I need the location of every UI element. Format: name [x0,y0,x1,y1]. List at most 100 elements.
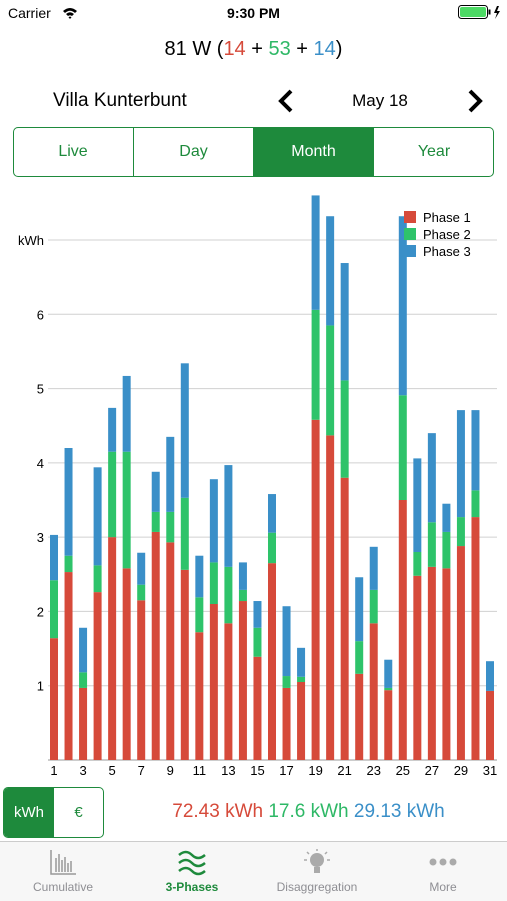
bar-segment [369,623,378,760]
bar-segment [456,546,465,760]
bar-segment [398,395,407,500]
bar-segment [413,552,422,576]
bar-segment [297,682,306,760]
total-phase3: 29.13 kWh [353,801,445,822]
y-tick-label: kWh [18,233,44,248]
bar-segment [297,676,306,682]
bar-segment [238,562,247,590]
unit-euro[interactable]: € [74,804,83,821]
x-tick-label: 17 [279,763,293,778]
bar-segment [456,517,465,547]
bar-segment [311,195,320,310]
bar-segment [224,623,233,760]
bar-segment [369,589,378,624]
power-summary: 81 W (14 + 53 + 14) [0,38,507,61]
tab-icon [178,850,206,876]
segment-year[interactable]: Year [417,143,451,160]
legend-swatch [404,211,416,223]
bar-segment [413,458,422,552]
bar-segment [195,555,204,598]
plus: + [245,38,269,60]
bar-segment [180,569,189,760]
x-tick-label: 9 [167,763,174,778]
bar-segment [79,627,88,673]
tab-cumulative[interactable]: Cumulative [0,842,126,900]
tab-disaggregation[interactable]: Disaggregation [254,842,380,900]
bar-segment [209,604,218,760]
bar-segment [209,479,218,563]
bar-segment [253,601,262,628]
bar-segment [486,690,494,760]
bar-segment [151,531,160,760]
tab-more[interactable]: More [380,842,506,900]
phase2-power: 53 [268,38,291,60]
bar-segment [384,687,393,691]
tab-icon [50,850,76,875]
bar-segment [238,589,247,602]
bar-segment [384,659,393,688]
bar-segment [79,687,88,760]
x-tick-label: 31 [483,763,497,778]
tab-icon [304,849,330,873]
bar-segment [311,419,320,760]
bar-segment [93,565,102,593]
tab-bar [0,841,507,901]
x-tick-label: 29 [454,763,468,778]
y-tick-label: 6 [37,307,44,322]
x-tick-label: 21 [337,763,351,778]
bar-segment [93,592,102,760]
tab-icon [429,858,457,866]
carrier: Carrier [8,5,51,21]
next-arrow[interactable] [465,89,485,113]
battery-icon [458,5,500,19]
legend-label: Phase 3 [423,244,471,259]
bar-segment [50,534,58,581]
bar-segment [93,467,102,566]
bar-segment [108,537,117,760]
bar-segment [369,546,378,590]
total-phase1: 72.43 kWh [172,801,264,822]
paren: ) [335,38,343,60]
legend-label: Phase 1 [423,210,471,225]
legend-swatch [404,245,416,257]
bar-segment [268,563,276,760]
bar-segment [64,448,73,556]
bar-segment [151,471,160,512]
unit-kwh[interactable]: kWh [4,788,54,837]
y-tick-label: 4 [37,456,44,471]
bar-segment [224,465,233,567]
x-tick-label: 23 [366,763,380,778]
prev-arrow[interactable] [276,89,296,113]
bar-segment [340,477,349,760]
bar-segment [340,380,349,478]
period: May 18 [352,91,408,110]
bar-segment [355,577,364,642]
bar-segment [427,433,436,523]
tab-3-phases[interactable]: 3-Phases [129,842,255,900]
segment-day[interactable]: Day [133,127,253,177]
bar-segment [398,216,407,396]
bar-segment [195,632,204,760]
bar-segment [151,511,160,532]
bar-segment [166,511,175,543]
bar-segment [122,375,131,452]
bar-segment [137,600,146,760]
bar-segment [108,407,117,452]
x-tick-label: 15 [250,763,264,778]
unit-toggle: kWh € [3,787,104,838]
bar-segment [471,410,480,491]
bar-segment [137,584,146,601]
tab-label: Disaggregation [276,880,358,894]
bar-segment [311,309,320,420]
bar-segment [195,597,204,633]
bar-segment [471,490,480,518]
bar-segment [268,494,276,533]
segment-month[interactable]: Month [253,127,374,177]
wifi-icon [63,8,77,19]
location-name: Villa Kunterbunt [53,90,187,111]
bar-segment [253,656,262,760]
bar-segment [427,522,436,567]
segment-live[interactable]: Live [58,143,88,160]
bar-segment [79,672,88,688]
